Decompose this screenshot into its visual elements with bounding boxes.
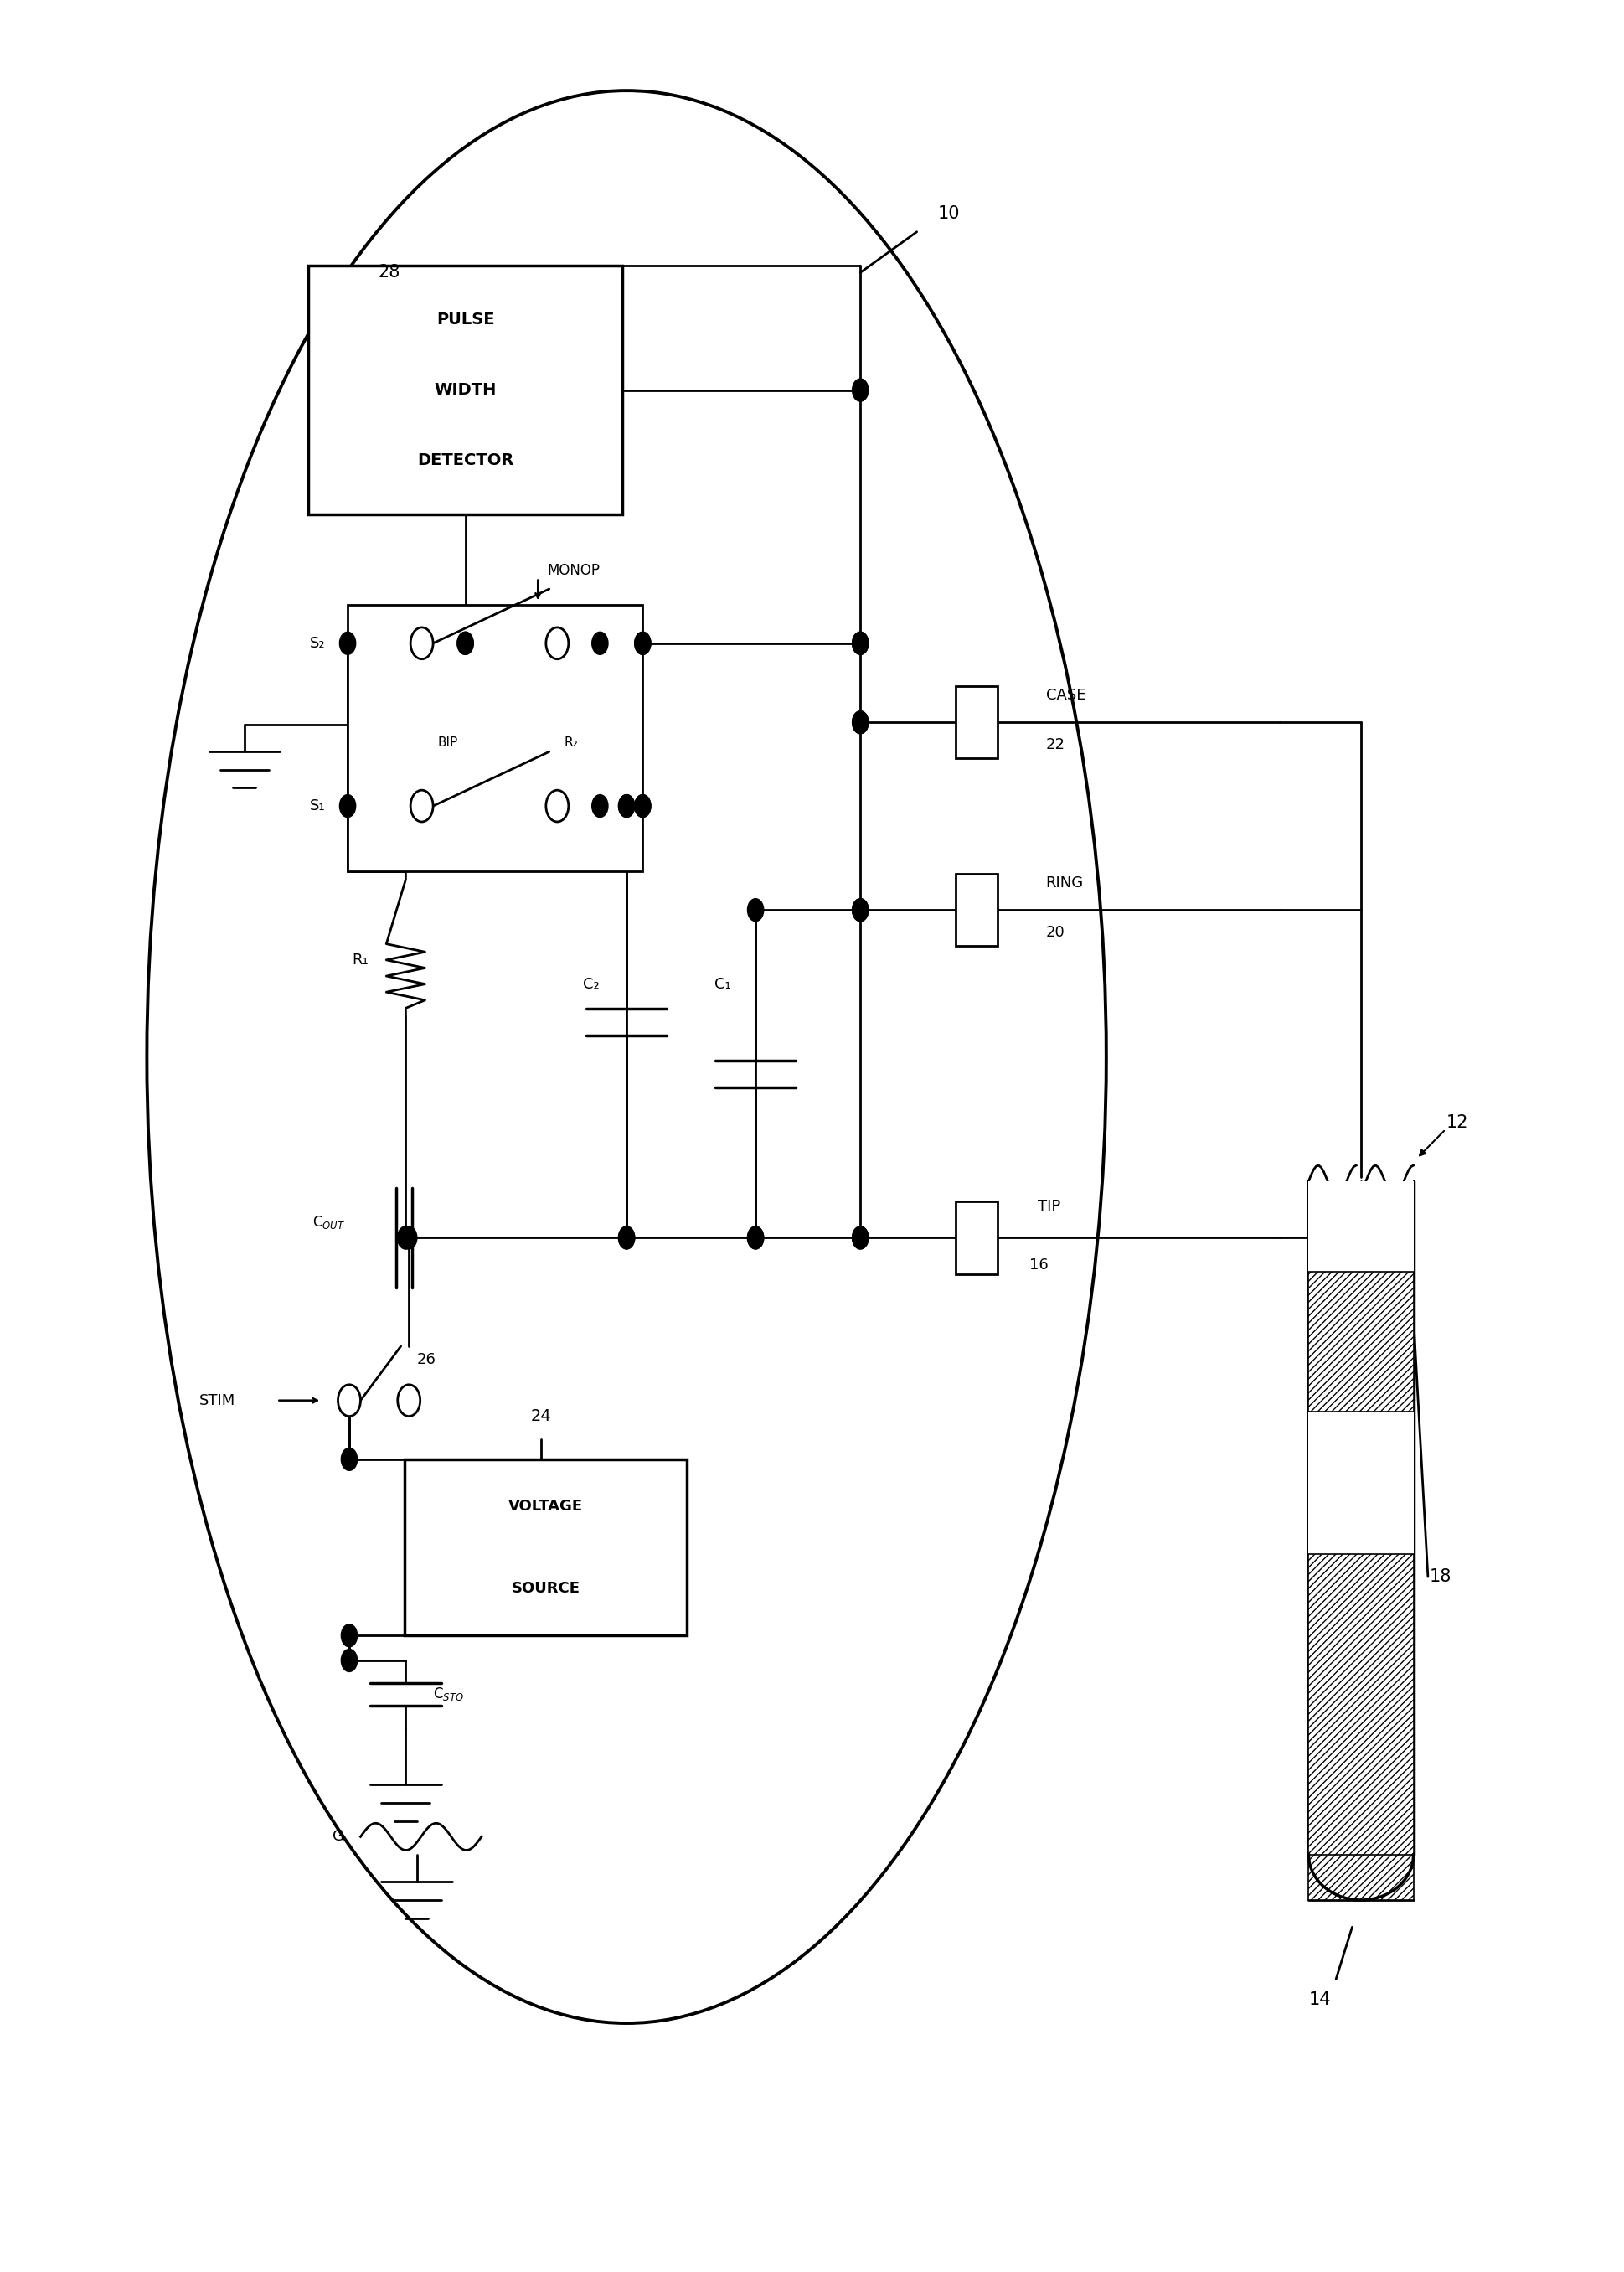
Text: G: G [333,1829,344,1845]
Circle shape [341,1447,357,1470]
Circle shape [635,795,651,818]
Text: R₂: R₂ [564,736,578,750]
Circle shape [398,1227,414,1250]
Text: VOLTAGE: VOLTAGE [508,1500,583,1513]
Circle shape [339,795,356,818]
Text: 16: 16 [1030,1256,1049,1272]
Text: CASE: CASE [1046,688,1085,702]
Bar [955,1202,997,1275]
Text: 24: 24 [531,1409,552,1425]
Text: 28: 28 [378,264,401,282]
Circle shape [853,900,869,920]
Text: 26: 26 [417,1352,437,1368]
Text: 18: 18 [1429,1568,1452,1586]
Circle shape [546,791,568,822]
Text: BIP: BIP [438,736,458,750]
Text: WIDTH: WIDTH [434,382,497,398]
Circle shape [853,632,869,654]
Text: DETECTOR: DETECTOR [417,452,513,468]
Text: S₁: S₁ [310,797,325,813]
Circle shape [546,627,568,659]
Text: 20: 20 [1046,925,1065,941]
Text: C₂: C₂ [583,977,599,993]
Text: RING: RING [1046,875,1083,891]
Text: 22: 22 [1046,738,1065,752]
Circle shape [747,1227,763,1250]
Circle shape [591,632,607,654]
Text: 10: 10 [939,204,960,223]
Bar [1309,1554,1413,1899]
Text: 12: 12 [1445,1113,1468,1131]
Circle shape [411,627,434,659]
Text: SOURCE: SOURCE [512,1581,580,1595]
Circle shape [853,1227,869,1250]
Text: MONOP: MONOP [547,563,599,579]
Bar [1309,1272,1413,1411]
Circle shape [338,1384,361,1415]
Circle shape [853,632,869,654]
Text: 14: 14 [1309,1990,1332,2008]
Bar [1309,1272,1413,1411]
Circle shape [411,791,434,822]
Bar [1309,1181,1413,1272]
Circle shape [635,795,651,818]
Circle shape [458,632,474,654]
Circle shape [635,632,651,654]
Bar [955,686,997,759]
Circle shape [619,795,635,818]
Text: S₂: S₂ [310,636,325,650]
Bar [1309,1411,1413,1554]
Circle shape [635,632,651,654]
Bar [309,266,622,513]
Polygon shape [1309,1854,1413,1899]
Circle shape [853,900,869,920]
Circle shape [619,1227,635,1250]
Text: C$_{OUT}$: C$_{OUT}$ [312,1213,344,1229]
Circle shape [458,632,474,654]
Text: TIP: TIP [1038,1200,1060,1213]
Circle shape [853,711,869,734]
Text: C₁: C₁ [715,977,731,993]
Circle shape [339,632,356,654]
Circle shape [747,900,763,920]
Bar [1309,1554,1413,1899]
Circle shape [747,1227,763,1250]
Bar [348,604,643,872]
Circle shape [591,795,607,818]
Ellipse shape [146,91,1106,2022]
Circle shape [853,711,869,734]
Bar [404,1459,687,1636]
Text: C$_{STO}$: C$_{STO}$ [434,1686,464,1702]
Text: PULSE: PULSE [437,311,494,327]
Circle shape [401,1227,417,1250]
Circle shape [619,795,635,818]
Circle shape [341,1649,357,1672]
Circle shape [341,1624,357,1647]
Circle shape [398,1384,421,1415]
Circle shape [398,1227,414,1250]
Text: STIM: STIM [200,1393,235,1409]
Bar [955,875,997,945]
Circle shape [853,379,869,402]
Circle shape [619,1227,635,1250]
Text: R₁: R₁ [352,952,369,968]
Circle shape [853,1227,869,1250]
